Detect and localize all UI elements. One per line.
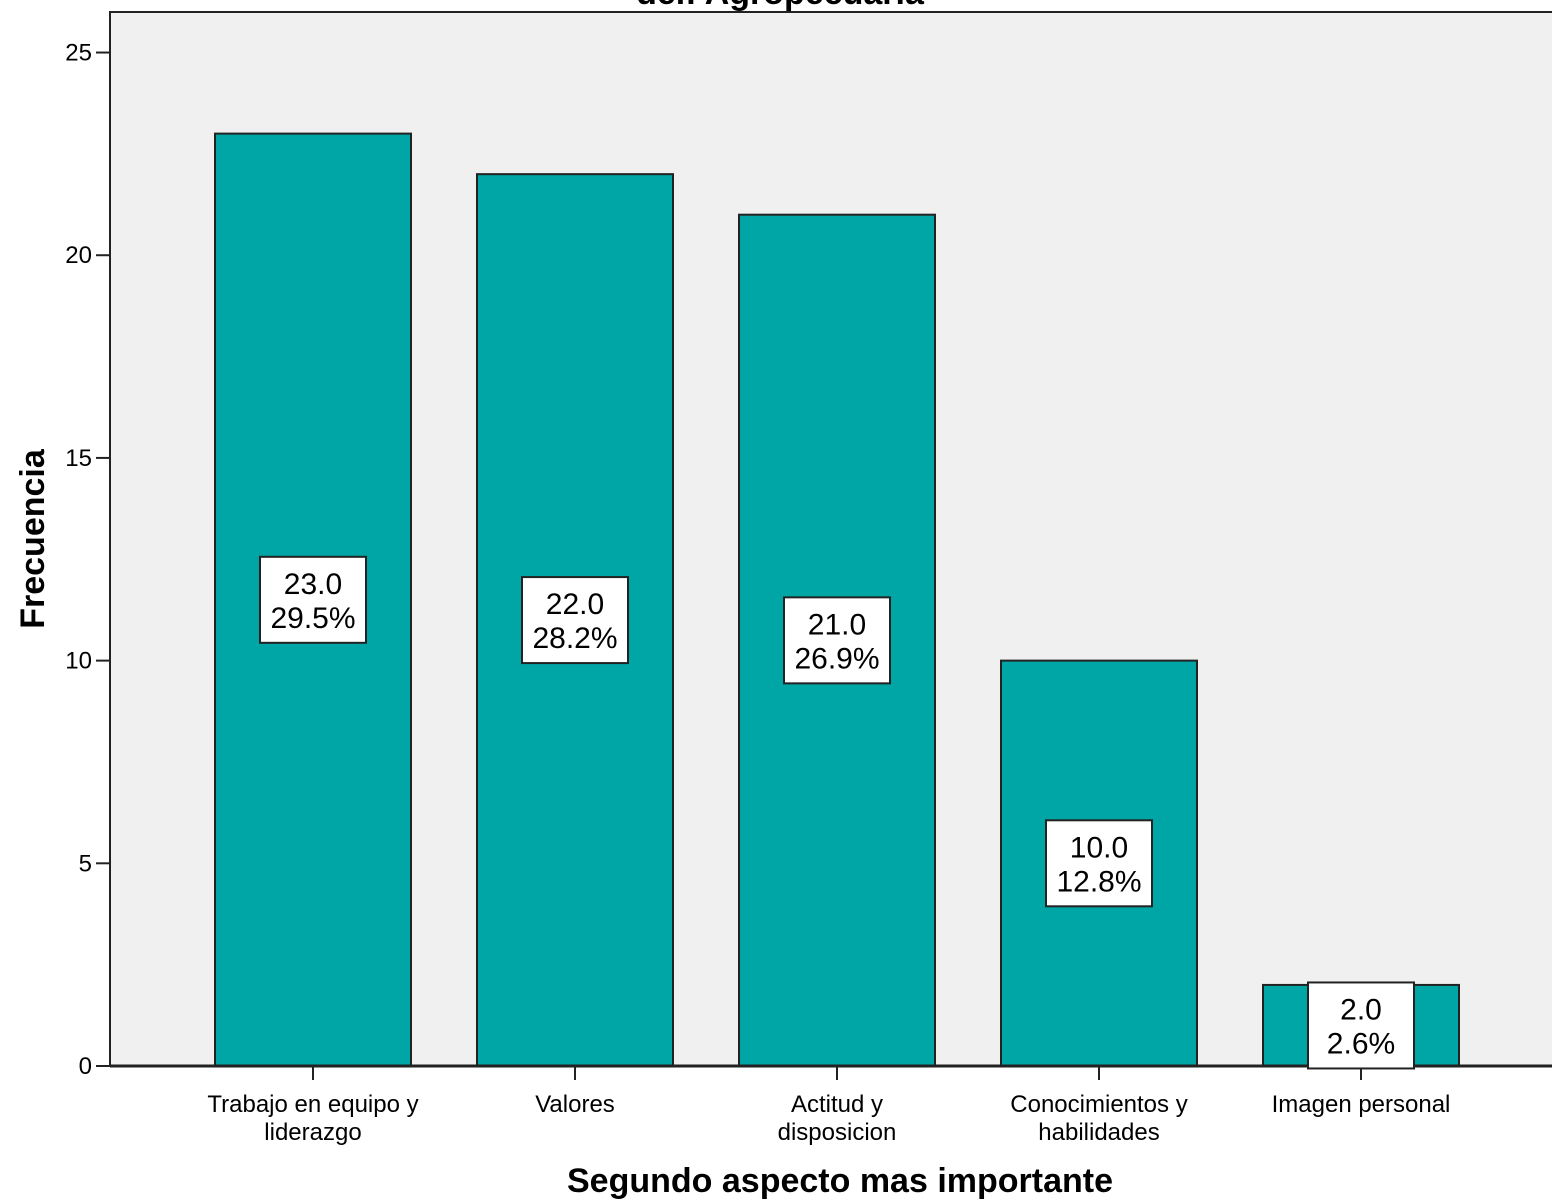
x-tick-label: Valores: [535, 1091, 615, 1118]
data-label-value: 23.0: [284, 568, 342, 601]
y-tick-label: 10: [65, 648, 92, 675]
data-label-box: [783, 596, 891, 685]
data-label-box: [259, 555, 367, 644]
x-tick-label: Trabajo en equipo y liderazgo: [207, 1091, 418, 1146]
x-tick-label: Conocimientos y habilidades: [1010, 1091, 1187, 1146]
data-label-percent: 12.8%: [1056, 865, 1141, 898]
data-label-percent: 28.2%: [532, 622, 617, 655]
data-label-value: 10.0: [1070, 831, 1128, 864]
y-tick-label: 20: [65, 242, 92, 269]
data-labels-group: 23.029.5% 22.028.2% 21.026.9% 10.012.8% 2.02…: [259, 555, 1415, 1070]
y-tick-label: 5: [79, 850, 92, 877]
x-axis: Trabajo en equipo y liderazgo Valores Actit…: [110, 1064, 1552, 1146]
data-label-percent: 2.6%: [1327, 1027, 1395, 1060]
y-tick-label: 0: [79, 1053, 92, 1080]
y-axis: 0 5 10 15 20 25: [65, 12, 111, 1080]
data-label-percent: 29.5%: [270, 602, 355, 635]
data-label-value: 21.0: [808, 608, 866, 641]
data-label-value: 2.0: [1340, 993, 1382, 1026]
data-label-box: [1045, 819, 1153, 908]
data-label-box: [521, 576, 629, 665]
x-tick-label: Actitud y disposicion: [778, 1091, 897, 1146]
data-label-value: 22.0: [546, 588, 604, 621]
data-label-box: [1307, 981, 1415, 1070]
chart-title: del: Agropecuaria: [636, 0, 925, 12]
x-axis-title: Segundo aspecto mas importante: [567, 1162, 1113, 1200]
x-tick-label: Imagen personal: [1272, 1091, 1451, 1118]
y-axis-title: Frecuencia: [14, 448, 52, 629]
data-label-percent: 26.9%: [794, 642, 879, 675]
y-tick-label: 25: [65, 40, 92, 67]
y-tick-label: 15: [65, 445, 92, 472]
